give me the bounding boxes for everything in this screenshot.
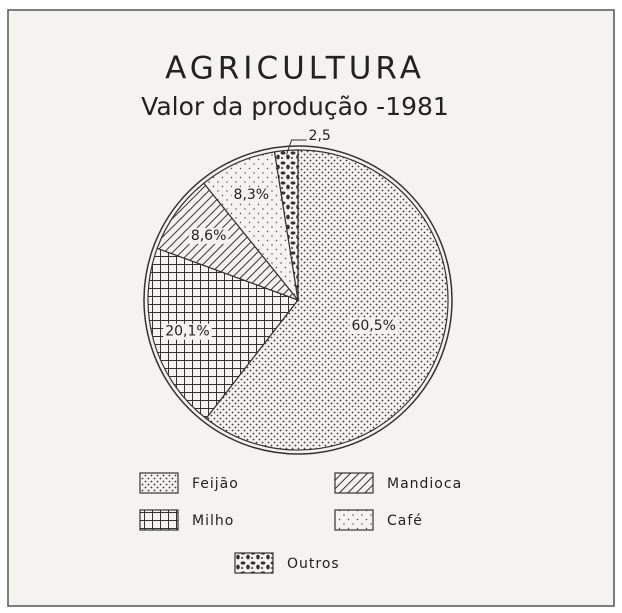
- slice-label: 8,6%: [191, 228, 227, 244]
- slice-label: 60,5%: [351, 318, 395, 334]
- legend-swatch: [334, 472, 374, 494]
- legend-swatch: [334, 509, 374, 531]
- legend-label: Feijão: [192, 476, 239, 492]
- pie-ring: [143, 145, 453, 455]
- legend-swatch: [139, 509, 179, 531]
- chart-title: AGRICULTURA: [165, 51, 425, 87]
- chart-subtitle: Valor da produção -1981: [141, 92, 449, 121]
- pie-slice: [147, 247, 299, 420]
- slice-label: 20,1%: [165, 324, 209, 340]
- legend-swatch: [234, 552, 274, 574]
- legend-label: Outros: [287, 556, 340, 572]
- slice-label: 2,5: [309, 128, 331, 144]
- legend-label: Mandioca: [387, 476, 462, 492]
- slice-label: 8,3%: [234, 187, 270, 203]
- label-bg: [231, 186, 272, 203]
- legend-label: Milho: [192, 513, 234, 529]
- pie-slice: [273, 149, 299, 301]
- legend-swatch: [139, 472, 179, 494]
- legend-label: Café: [387, 513, 423, 529]
- label-bg: [163, 323, 212, 340]
- pie-slice: [205, 149, 449, 451]
- label-bg: [349, 317, 398, 334]
- leader-line: [286, 139, 307, 155]
- label-bg: [188, 227, 229, 244]
